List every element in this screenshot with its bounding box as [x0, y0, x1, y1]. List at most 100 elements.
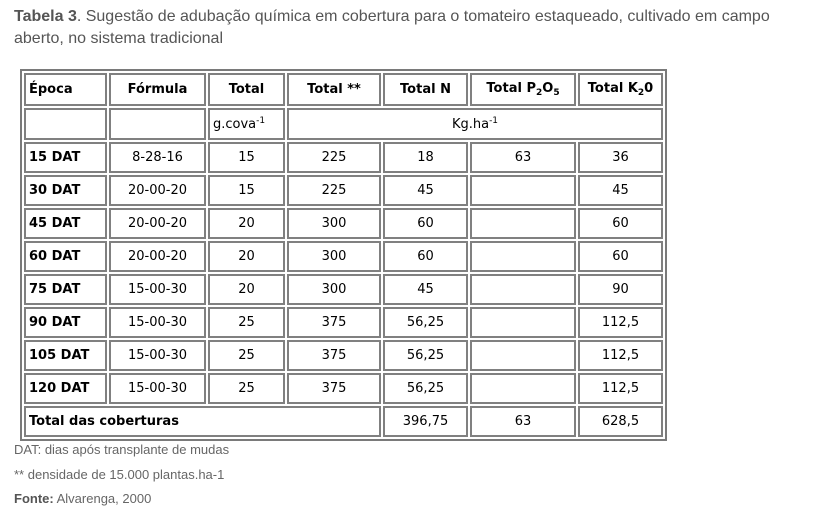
- header-total-n: Total N: [383, 73, 468, 106]
- cell-total-k: 60: [578, 241, 663, 272]
- header-formula: Fórmula: [109, 73, 206, 106]
- cell-total-k: 112,5: [578, 307, 663, 338]
- cell-total-star: 225: [287, 142, 381, 173]
- cell-total-p: 63: [470, 142, 576, 173]
- table-row: 105 DAT 15-00-30 25 375 56,25 112,5: [24, 340, 663, 371]
- cell-total-p: [470, 274, 576, 305]
- total-p: 63: [470, 406, 576, 437]
- table-row: 90 DAT 15-00-30 25 375 56,25 112,5: [24, 307, 663, 338]
- cell-formula: 20-00-20: [109, 208, 206, 239]
- cell-total-k: 45: [578, 175, 663, 206]
- cell-epoca: 60 DAT: [24, 241, 107, 272]
- cell-total-n: 45: [383, 274, 468, 305]
- cell-total-p: [470, 307, 576, 338]
- cell-total: 25: [208, 373, 285, 404]
- cell-total-n: 60: [383, 208, 468, 239]
- header-p-sub2: 5: [553, 88, 560, 98]
- cell-epoca: 90 DAT: [24, 307, 107, 338]
- note-density: ** densidade de 15.000 plantas.ha-1: [14, 467, 225, 482]
- header-k-sub: 2: [637, 88, 645, 98]
- cell-formula: 8-28-16: [109, 142, 206, 173]
- cell-total-star: 300: [287, 241, 381, 272]
- cell-epoca: 45 DAT: [24, 208, 107, 239]
- table-row: 15 DAT 8-28-16 15 225 18 63 36: [24, 142, 663, 173]
- total-n: 396,75: [383, 406, 468, 437]
- header-k-prefix: Total K: [587, 81, 638, 96]
- units-kgha: Kg.ha-1: [287, 108, 663, 140]
- header-total-k20: Total K20: [578, 73, 663, 106]
- units-kgha-sup: -1: [489, 116, 499, 126]
- cell-formula: 15-00-30: [109, 307, 206, 338]
- cell-total: 15: [208, 142, 285, 173]
- cell-total: 20: [208, 208, 285, 239]
- cell-total: 15: [208, 175, 285, 206]
- header-p-sub1: 2: [535, 88, 543, 98]
- source-label: Fonte:: [14, 491, 54, 506]
- cell-total-n: 45: [383, 175, 468, 206]
- cell-total-n: 56,25: [383, 307, 468, 338]
- cell-total-n: 56,25: [383, 373, 468, 404]
- cell-total-star: 225: [287, 175, 381, 206]
- units-empty-2: [109, 108, 206, 140]
- table-row: 45 DAT 20-00-20 20 300 60 60: [24, 208, 663, 239]
- cell-formula: 15-00-30: [109, 274, 206, 305]
- cell-total: 20: [208, 274, 285, 305]
- cell-total-k: 60: [578, 208, 663, 239]
- cell-total-star: 375: [287, 373, 381, 404]
- cell-epoca: 15 DAT: [24, 142, 107, 173]
- table-caption: Tabela 3. Sugestão de adubação química e…: [14, 6, 819, 50]
- cell-total-star: 375: [287, 307, 381, 338]
- units-gcova-sup: -1: [256, 116, 266, 126]
- note-source: Fonte: Alvarenga, 2000: [14, 491, 151, 506]
- caption-text: . Sugestão de adubação química em cobert…: [14, 8, 770, 47]
- units-kgha-base: Kg.ha: [451, 117, 490, 132]
- source-text: Alvarenga, 2000: [53, 491, 152, 506]
- cell-total-k: 112,5: [578, 373, 663, 404]
- cell-formula: 15-00-30: [109, 340, 206, 371]
- header-p-mid: O: [542, 81, 554, 96]
- cell-epoca: 30 DAT: [24, 175, 107, 206]
- units-gcova: g.cova-1: [208, 108, 285, 140]
- header-total: Total: [208, 73, 285, 106]
- header-epoca: Época: [24, 73, 107, 106]
- header-total-star: Total **: [287, 73, 381, 106]
- cell-total: 20: [208, 241, 285, 272]
- cell-total-p: [470, 208, 576, 239]
- table-row: 75 DAT 15-00-30 20 300 45 90: [24, 274, 663, 305]
- cell-epoca: 105 DAT: [24, 340, 107, 371]
- cell-total: 25: [208, 340, 285, 371]
- header-k-suffix: 0: [644, 81, 654, 96]
- fertilizer-table: Época Fórmula Total Total ** Total N Tot…: [20, 69, 667, 441]
- note-dat: DAT: dias após transplante de mudas: [14, 442, 230, 457]
- table-header-row: Época Fórmula Total Total ** Total N Tot…: [24, 73, 663, 106]
- table-total-row: Total das coberturas 396,75 63 628,5: [24, 406, 663, 437]
- table-row: 120 DAT 15-00-30 25 375 56,25 112,5: [24, 373, 663, 404]
- header-total-p2o5: Total P2O5: [470, 73, 576, 106]
- caption-label: Tabela 3: [14, 8, 77, 25]
- cell-formula: 20-00-20: [109, 241, 206, 272]
- total-k: 628,5: [578, 406, 663, 437]
- cell-formula: 20-00-20: [109, 175, 206, 206]
- cell-total-n: 18: [383, 142, 468, 173]
- cell-epoca: 120 DAT: [24, 373, 107, 404]
- fertilizer-table-container: Época Fórmula Total Total ** Total N Tot…: [20, 69, 667, 441]
- cell-total: 25: [208, 307, 285, 338]
- units-gcova-base: g.cova: [213, 117, 257, 132]
- cell-total-n: 56,25: [383, 340, 468, 371]
- header-p-prefix: Total P: [486, 81, 536, 96]
- cell-total-p: [470, 340, 576, 371]
- cell-total-k: 112,5: [578, 340, 663, 371]
- cell-total-star: 375: [287, 340, 381, 371]
- table-units-row: g.cova-1 Kg.ha-1: [24, 108, 663, 140]
- cell-total-n: 60: [383, 241, 468, 272]
- cell-total-k: 90: [578, 274, 663, 305]
- cell-total-star: 300: [287, 208, 381, 239]
- table-row: 30 DAT 20-00-20 15 225 45 45: [24, 175, 663, 206]
- cell-total-p: [470, 175, 576, 206]
- units-empty-1: [24, 108, 107, 140]
- cell-formula: 15-00-30: [109, 373, 206, 404]
- table-row: 60 DAT 20-00-20 20 300 60 60: [24, 241, 663, 272]
- cell-total-p: [470, 241, 576, 272]
- total-label: Total das coberturas: [24, 406, 381, 437]
- cell-total-star: 300: [287, 274, 381, 305]
